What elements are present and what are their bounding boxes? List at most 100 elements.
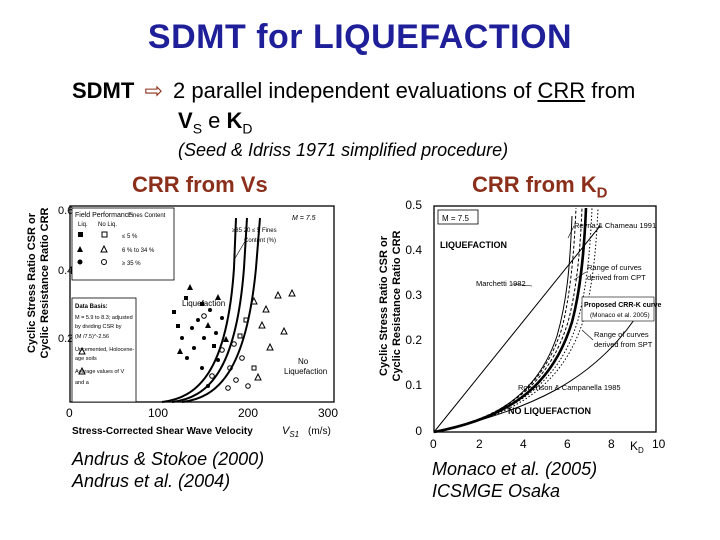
crr-curve-fines-5	[181, 217, 261, 403]
legend-marker-noliq-2	[100, 244, 108, 253]
left-xlabel: Stress-Corrected Shear Wave Velocity	[72, 426, 253, 437]
legend-col-liq: Liq.	[78, 222, 88, 228]
right-xtick-10: 10	[652, 437, 666, 451]
left-citation: Andrus & Stokoe (2000) Andrus et al. (20…	[72, 448, 264, 492]
legend-marker-liq-1	[78, 232, 83, 237]
cpt-curve-2	[433, 207, 583, 433]
left-xtick-0: 0	[66, 406, 73, 420]
intro-crr: CRR	[537, 78, 586, 103]
ann-reyna: Reyna & Chameau 1991	[574, 221, 656, 230]
right-ytick-03: 0.3	[405, 288, 422, 302]
ann-reyna-leader	[567, 225, 575, 239]
left-mw: M = 7.5	[292, 215, 316, 222]
right-mw: M = 7.5	[442, 214, 469, 223]
right-xtick-6: 6	[564, 437, 571, 451]
spt-curve-2	[433, 207, 599, 433]
basis-line-7: and a	[75, 380, 90, 386]
ann-proposed-box	[581, 296, 655, 322]
kd-letter: K	[226, 108, 243, 133]
right-no-liquefaction-label: NO LIQUEFACTION	[508, 406, 591, 416]
ann-cpt-1: Range of curves	[587, 263, 642, 272]
basis-line-6: Average values of V	[75, 369, 124, 375]
left-legend-box	[71, 207, 175, 281]
right-plot-frame	[433, 205, 657, 433]
basis-line-2: by dividing CSR by	[75, 324, 122, 330]
legend-marker-liq-2	[77, 246, 83, 252]
intro-text-a: 2 parallel independent evaluations of	[173, 78, 538, 103]
ann-cpt-2: derived from CPT	[587, 273, 646, 282]
right-ytick-05: 0.5	[405, 198, 422, 212]
slide-title: SDMT for LIQUEFACTION	[147, 18, 573, 56]
right-liquefaction-label: LIQUEFACTION	[440, 240, 507, 250]
ann-cpt-leader	[573, 271, 587, 281]
right-ytick-02: 0.2	[405, 333, 422, 347]
procedure-note: (Seed & Idriss 1971 simplified procedure…	[178, 140, 509, 160]
intro-params: VS e KD	[178, 108, 253, 136]
legend-marker-liq-3	[77, 259, 83, 265]
fines-label-2: Content (%)	[244, 238, 276, 244]
left-liq-label: Liquefaction	[182, 299, 225, 308]
basis-line-3: (M /7.5)^-2.56	[75, 334, 109, 340]
right-column-heading: CRR from KD	[472, 172, 608, 201]
right-xtick-8: 8	[608, 437, 615, 451]
basis-title: Data Basis:	[75, 304, 108, 310]
right-ytick-04: 0.4	[405, 243, 422, 257]
field-data-points	[78, 284, 296, 391]
left-noliq-label-1: No	[298, 357, 309, 366]
vs-crr-chart: Cyclic Stress Ratio CSR or Cyclic Resist…	[26, 205, 338, 439]
right-ytick-0: 0	[415, 424, 422, 438]
right-citation-2: ICSMGE Osaka	[432, 481, 561, 501]
ann-robertson: Robertson & Campanella 1985	[518, 383, 621, 392]
right-ylabel-1: Cyclic Stress Ratio CSR or	[378, 235, 390, 376]
ann-spt-leader	[581, 329, 594, 341]
right-heading-main: CRR from K	[472, 172, 597, 197]
kd-crr-chart: Cyclic Stress Ratio CSR or Cyclic Resist…	[378, 198, 666, 455]
left-xtick-100: 100	[148, 406, 168, 420]
crr-curve-fines-35	[161, 217, 237, 403]
left-ylabel-2: Cyclic Resistance Ratio CRR	[39, 207, 51, 358]
legend-marker-noliq-3	[101, 259, 107, 265]
legend-row-2: 6 % to 34 %	[122, 248, 155, 254]
right-xtick-4: 4	[520, 437, 527, 451]
right-mw-box	[437, 209, 479, 225]
left-column-heading: CRR from Vs	[132, 172, 268, 197]
left-noliq-label-2: Liquefaction	[284, 367, 327, 376]
legend-col-noliq: No Liq.	[98, 222, 117, 228]
left-xlabel-var: VS1	[282, 425, 299, 439]
left-xtick-200: 200	[238, 406, 258, 420]
marchetti-line	[433, 225, 601, 433]
left-ylabel-1: Cyclic Stress Ratio CSR or	[26, 212, 38, 353]
proposed-crr-kd-curve	[433, 207, 588, 434]
intro-lead: SDMT	[72, 78, 135, 103]
vs-subscript: S	[192, 120, 203, 137]
basis-line-4: Uncemented, Holocene-	[75, 347, 134, 353]
basis-line-5: age soils	[75, 356, 97, 362]
right-citation-1: Monaco et al. (2005)	[432, 459, 598, 479]
legend-row-3: ≥ 35 %	[122, 261, 141, 267]
ann-marchetti-leader	[511, 283, 533, 287]
left-ytick-02: 0.2	[58, 333, 73, 345]
hollow-right-arrow-icon: ⇨	[144, 78, 163, 103]
legend-marker-noliq-1	[101, 231, 108, 238]
ann-spt-1: Range of curves	[594, 330, 649, 339]
right-heading-sub: D	[596, 184, 608, 202]
fines-leader	[233, 237, 248, 261]
legend-header: Field Performance	[75, 212, 132, 219]
intro-conj: e	[202, 108, 227, 133]
left-citation-2: Andrus et al. (2004)	[72, 471, 231, 491]
vs-letter: V	[178, 108, 193, 133]
spt-curve-1	[433, 207, 593, 433]
ann-proposed-1: Proposed CRR-K curve	[584, 302, 662, 309]
right-xtick-0: 0	[430, 437, 437, 451]
legend-row-1: ≤ 5 %	[122, 234, 138, 240]
ann-proposed-2: (Monaco et al. 2005)	[590, 312, 650, 319]
legend-col-fines: Fines Content	[128, 213, 166, 219]
robertson-campanella-curve	[433, 319, 635, 433]
ann-spt-2: derived from SPT	[594, 340, 653, 349]
right-xlabel: KD	[630, 439, 644, 455]
ann-marchetti: Marchetti 1982	[476, 279, 526, 288]
left-xtick-300: 300	[318, 406, 338, 420]
left-plot-frame	[69, 205, 335, 403]
fines-label: ≥35 20 ≤ 5 Fines	[232, 228, 277, 234]
right-xtick-2: 2	[476, 437, 483, 451]
